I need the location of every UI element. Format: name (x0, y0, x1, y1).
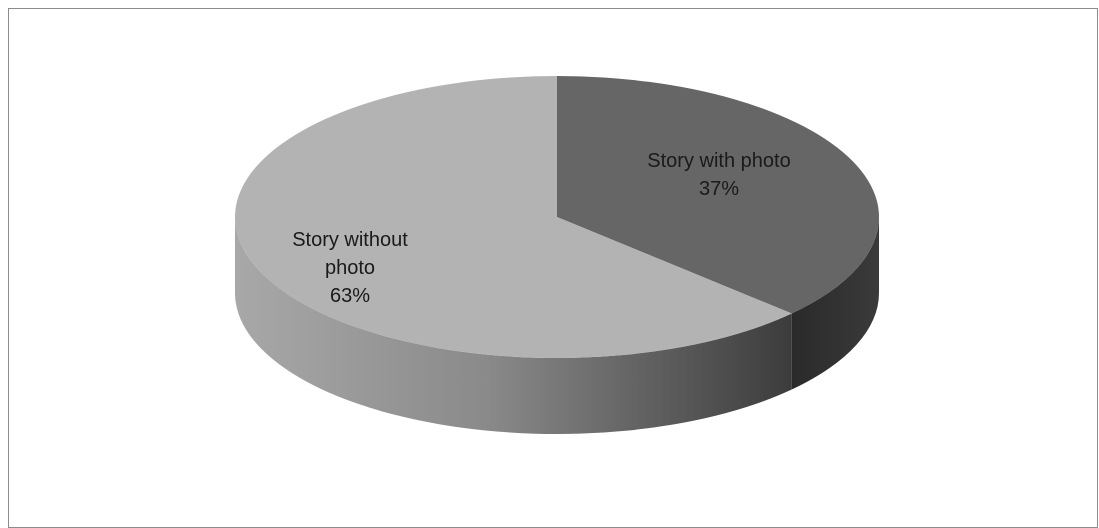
pie-side-1 (235, 217, 792, 434)
slice-label-1: Story without photo 63% (292, 229, 408, 307)
pie-side-0 (791, 217, 880, 390)
pie-chart: Story with photo 37% Story without photo 63% (235, 76, 880, 434)
slice-label-0: Story with photo 37% (647, 150, 790, 200)
pie-slice-1 (235, 76, 792, 358)
pie-slice-0 (557, 76, 879, 314)
